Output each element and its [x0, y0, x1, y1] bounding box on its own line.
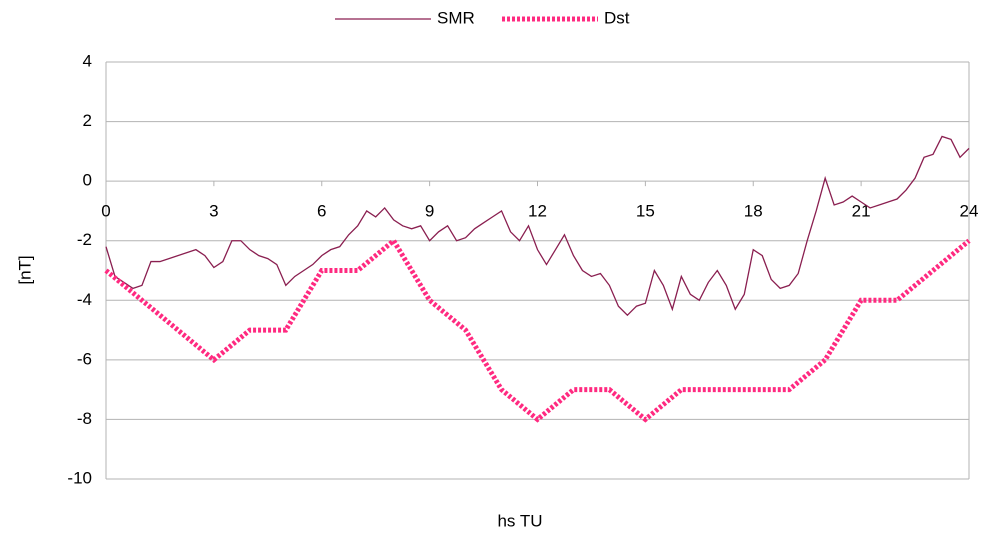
x-tick-label: 12	[528, 202, 547, 221]
x-tick-label: 24	[960, 202, 979, 221]
y-axis-label: [nT]	[15, 255, 34, 284]
x-tick-label: 18	[744, 202, 763, 221]
y-tick-label: -6	[77, 349, 92, 368]
y-tick-label: 4	[83, 51, 92, 70]
x-axis-label: hs TU	[497, 511, 542, 530]
y-tick-label: -2	[77, 230, 92, 249]
x-tick-label: 3	[209, 202, 218, 221]
x-tick-label: 0	[101, 202, 110, 221]
legend-label: Dst	[604, 8, 630, 27]
x-tick-label: 6	[317, 202, 326, 221]
y-tick-label: -10	[67, 468, 92, 487]
legend-label: SMR	[437, 8, 475, 27]
y-tick-label: -4	[77, 290, 92, 309]
series-line	[105, 135, 970, 317]
y-tick-label: 2	[83, 111, 92, 130]
y-tick-label: 0	[83, 171, 92, 190]
x-tick-label: 9	[425, 202, 434, 221]
x-tick-label: 21	[852, 202, 871, 221]
x-tick-label: 15	[636, 202, 655, 221]
y-tick-label: -8	[77, 409, 92, 428]
series-line	[104, 236, 971, 423]
